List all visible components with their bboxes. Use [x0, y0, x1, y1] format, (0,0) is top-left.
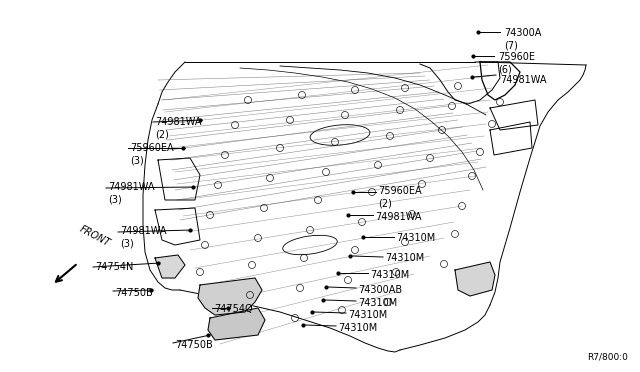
Polygon shape — [455, 262, 495, 296]
Text: 74310M: 74310M — [396, 233, 435, 243]
Text: 74981WA: 74981WA — [500, 75, 547, 85]
Text: 74310M: 74310M — [385, 253, 424, 263]
Text: 74754Q: 74754Q — [214, 304, 253, 314]
Text: 74310M: 74310M — [348, 310, 387, 320]
Text: 75960EA
(2): 75960EA (2) — [378, 186, 422, 208]
Text: 74981WA
(2): 74981WA (2) — [155, 117, 202, 140]
Text: 74750B: 74750B — [115, 288, 153, 298]
Text: 75960EA
(3): 75960EA (3) — [130, 143, 173, 166]
Text: 74300AB: 74300AB — [358, 285, 402, 295]
Polygon shape — [155, 255, 185, 278]
Text: 74981WA
(3): 74981WA (3) — [108, 182, 154, 204]
Text: 74981WA: 74981WA — [375, 212, 422, 222]
Polygon shape — [208, 308, 265, 340]
Polygon shape — [198, 278, 262, 315]
Text: 74981WA
(3): 74981WA (3) — [120, 226, 166, 248]
Text: 74300A
(7): 74300A (7) — [504, 28, 541, 50]
Text: R7/800:0: R7/800:0 — [587, 353, 628, 362]
Text: 74310M: 74310M — [370, 270, 409, 280]
Text: 74754N: 74754N — [95, 262, 133, 272]
Text: FRONT: FRONT — [78, 224, 112, 248]
Text: 74310M: 74310M — [338, 323, 377, 333]
Text: 75960E
(6): 75960E (6) — [498, 52, 535, 74]
Text: 74310M: 74310M — [358, 298, 397, 308]
Text: 74750B: 74750B — [175, 340, 212, 350]
